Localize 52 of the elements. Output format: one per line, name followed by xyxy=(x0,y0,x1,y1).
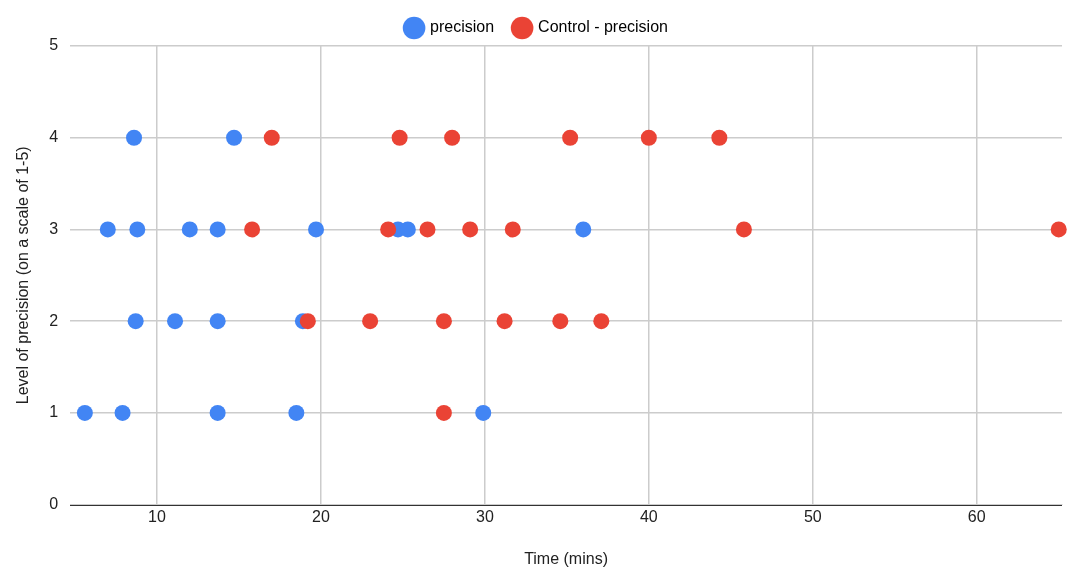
point xyxy=(76,404,93,421)
legend-label: Control - precision xyxy=(538,18,668,36)
y-tick-label: 3 xyxy=(49,219,59,237)
x-tick-label: 30 xyxy=(476,507,494,525)
x-tick-label: 10 xyxy=(148,507,166,525)
point xyxy=(462,221,479,238)
legend-label: precision xyxy=(430,18,495,36)
point xyxy=(504,221,521,238)
y-tick-label: 5 xyxy=(49,36,59,54)
point xyxy=(288,404,305,421)
point xyxy=(380,221,397,238)
y-tick-label: 2 xyxy=(49,311,59,329)
point xyxy=(419,221,436,238)
x-tick-label: 60 xyxy=(967,507,986,525)
point xyxy=(391,129,408,146)
x-tick-label: 20 xyxy=(312,507,330,525)
point xyxy=(562,129,579,146)
y-axis-title: Level of precision (on a scale of 1-5) xyxy=(14,146,32,405)
point xyxy=(181,221,198,238)
point xyxy=(129,221,146,238)
x-tick-label: 50 xyxy=(803,507,822,525)
point xyxy=(496,313,513,330)
point xyxy=(126,129,143,146)
point xyxy=(308,221,325,238)
y-tick-label: 0 xyxy=(49,495,59,513)
point xyxy=(99,221,116,238)
point xyxy=(299,313,316,330)
x-axis-title: Time (mins) xyxy=(524,549,608,567)
point xyxy=(209,221,226,238)
point xyxy=(209,313,226,330)
point xyxy=(640,129,657,146)
point xyxy=(593,313,610,330)
point xyxy=(1050,221,1067,238)
point xyxy=(167,313,184,330)
y-tick-label: 4 xyxy=(49,128,59,146)
point xyxy=(435,404,452,421)
point xyxy=(711,129,728,146)
point xyxy=(127,313,144,330)
point xyxy=(552,313,569,330)
x-tick-label: 40 xyxy=(639,507,658,525)
point xyxy=(475,404,492,421)
point xyxy=(114,404,131,421)
point xyxy=(244,221,261,238)
point xyxy=(209,404,226,421)
point xyxy=(435,313,452,330)
point xyxy=(444,129,461,146)
point xyxy=(263,129,280,146)
point xyxy=(362,313,379,330)
y-tick-label: 1 xyxy=(49,403,59,421)
point xyxy=(735,221,752,238)
point xyxy=(226,129,243,146)
point xyxy=(575,221,592,238)
